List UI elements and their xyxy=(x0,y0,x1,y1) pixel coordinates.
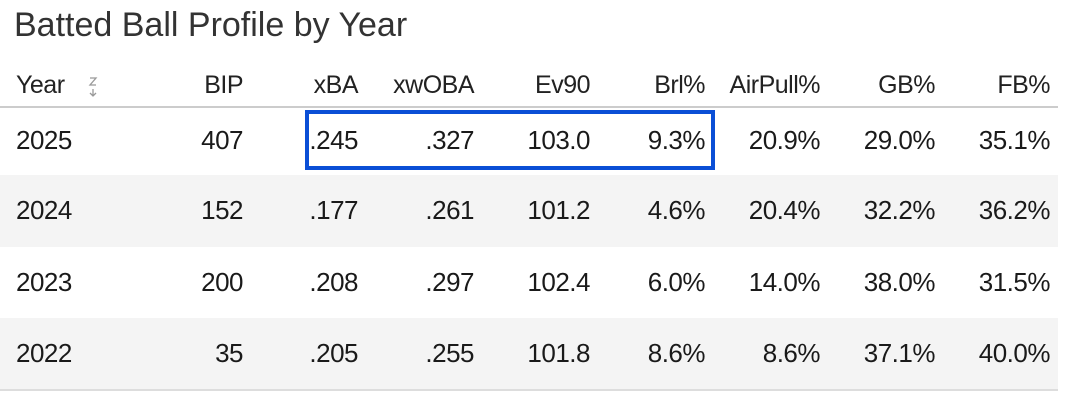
sort-icon[interactable] xyxy=(88,76,98,98)
cell: 35 xyxy=(215,337,243,368)
cell: 31.5% xyxy=(978,266,1051,297)
column-header: xwOBA xyxy=(393,71,474,99)
cell: .327 xyxy=(425,124,474,155)
cell: 9.3% xyxy=(647,124,706,155)
highlight-box xyxy=(305,110,715,170)
cell: 101.2 xyxy=(527,195,590,225)
cell: .255 xyxy=(425,337,474,368)
cell: 37.1% xyxy=(863,337,936,368)
cell: 152 xyxy=(201,195,243,225)
cell: .208 xyxy=(309,266,358,297)
cell: .177 xyxy=(309,195,358,225)
cell: .261 xyxy=(425,195,474,225)
table-row: 2025 407 .245 .327 103.0 9.3% 20.9% 29.0% 35.1% xyxy=(0,106,1058,175)
cell: .205 xyxy=(309,337,358,368)
cell: 8.6% xyxy=(762,337,821,368)
cell: 4.6% xyxy=(647,195,706,225)
column-header: xBA xyxy=(313,71,359,99)
cell: 40.0% xyxy=(978,337,1051,368)
cell: 14.0% xyxy=(748,266,821,297)
cell: 32.2% xyxy=(863,195,936,225)
cell: 101.8 xyxy=(527,337,590,368)
table-row: 2023 200 .208 .297 102.4 6.0% 14.0% 38.0% 31.5% xyxy=(0,247,1058,318)
title: Batted Ball Profile by Year xyxy=(14,6,408,44)
cell: 8.6% xyxy=(647,337,706,368)
cell: 2024 xyxy=(16,195,72,225)
cell: 36.2% xyxy=(978,195,1051,225)
column-header: BIP xyxy=(204,71,243,99)
table-row: 2024 152 .177 .261 101.2 4.6% 20.4% 32.2% 36.2% xyxy=(0,175,1058,247)
cell: 407 xyxy=(201,124,243,155)
cell: 35.1% xyxy=(978,124,1051,155)
cell: 29.0% xyxy=(863,124,936,155)
cell: 2025 xyxy=(16,124,72,155)
cell: 2022 xyxy=(16,337,72,368)
column-header: GB% xyxy=(878,71,935,99)
table-row: 2022 35 .205 .255 101.8 8.6% 8.6% 37.1% 40.0% xyxy=(0,318,1058,389)
column-header: Ev90 xyxy=(535,71,590,99)
cell: 20.9% xyxy=(748,124,821,155)
cell: 20.4% xyxy=(748,195,821,225)
table-bottom-border xyxy=(0,389,1058,391)
column-header: AirPull% xyxy=(729,71,821,99)
column-header: Brl% xyxy=(654,71,705,99)
cell: .297 xyxy=(425,266,474,297)
column-header: Year xyxy=(16,71,65,99)
cell: 102.4 xyxy=(527,266,590,297)
cell: 38.0% xyxy=(863,266,936,297)
cell: 103.0 xyxy=(527,124,590,155)
header-row: Year BIP xBA xwOBA Ev90 Brl% AirPull% GB% FB% xyxy=(0,68,1058,108)
cell: .245 xyxy=(309,124,358,155)
cell: 200 xyxy=(201,266,243,297)
cell: 6.0% xyxy=(647,266,706,297)
cell: 2023 xyxy=(16,266,72,297)
column-header: FB% xyxy=(997,71,1050,99)
